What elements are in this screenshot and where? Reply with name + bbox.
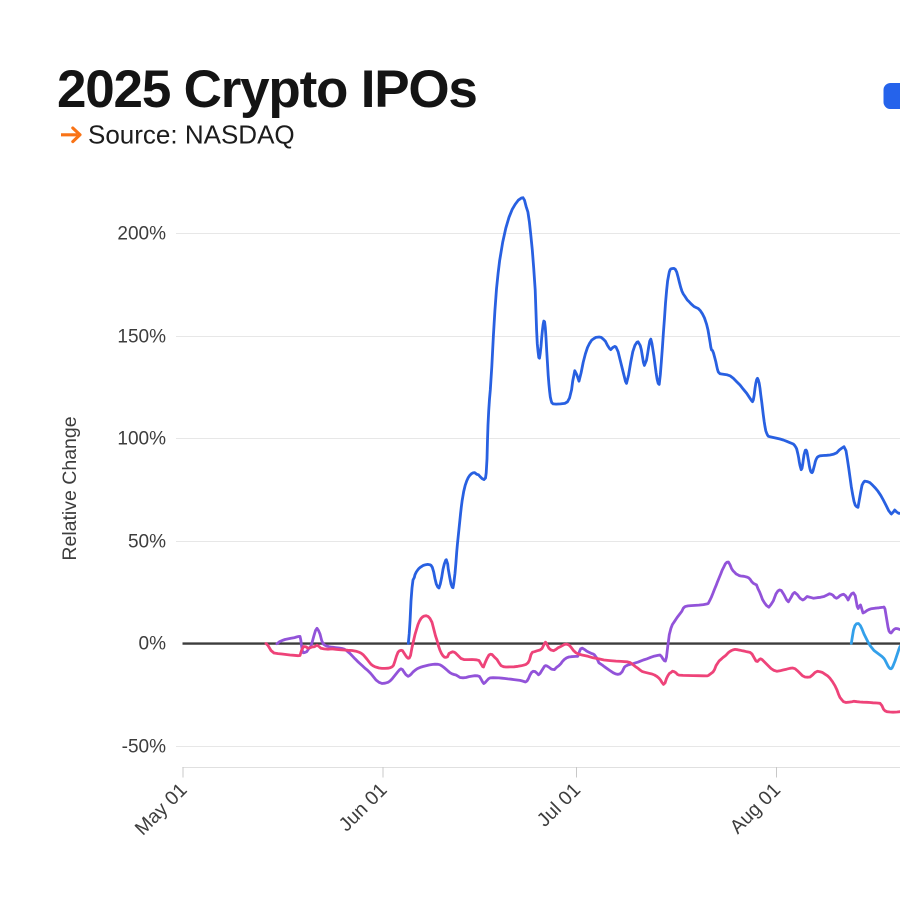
svg-text:200%: 200% — [117, 223, 166, 244]
svg-text:2025 Crypto IPOs: 2025 Crypto IPOs — [57, 60, 477, 119]
svg-text:Relative Change: Relative Change — [59, 416, 81, 560]
svg-text:Source: NASDAQ: Source: NASDAQ — [88, 119, 295, 149]
svg-text:-50%: -50% — [122, 736, 166, 757]
svg-text:50%: 50% — [128, 531, 166, 552]
svg-text:100%: 100% — [117, 428, 166, 449]
svg-text:150%: 150% — [117, 326, 166, 347]
svg-text:0%: 0% — [139, 633, 167, 654]
